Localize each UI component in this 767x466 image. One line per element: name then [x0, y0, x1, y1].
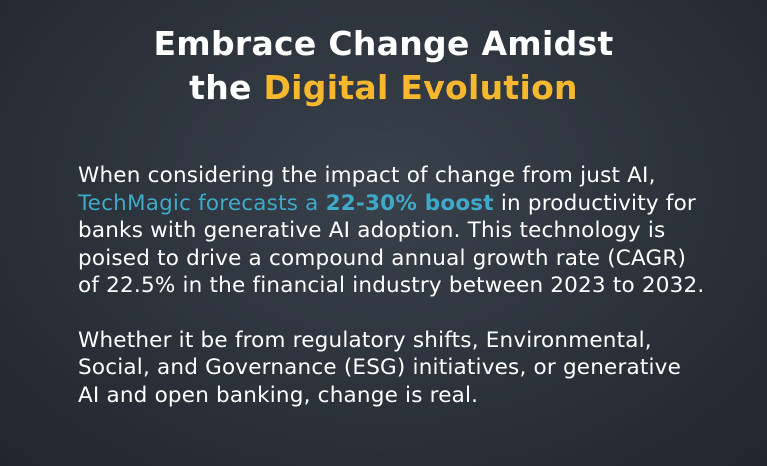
title-highlight: Digital Evolution	[263, 68, 578, 107]
body-text: When considering the impact of change fr…	[78, 162, 708, 436]
text: Whether it be from regulatory shifts, En…	[78, 327, 682, 408]
title: Embrace Change Amidst the Digital Evoluti…	[0, 22, 767, 110]
title-line: Embrace Change Amidst	[153, 24, 614, 63]
paragraph: Whether it be from regulatory shifts, En…	[78, 327, 708, 410]
text: in productivity for banks with generativ…	[78, 190, 705, 299]
paragraph: When considering the impact of change fr…	[78, 162, 708, 300]
text: When considering the impact of change fr…	[78, 163, 656, 188]
highlight-bold: 22-30% boost	[325, 190, 494, 216]
highlight-text: TechMagic forecasts a	[78, 190, 319, 216]
title-word: the	[189, 68, 252, 107]
